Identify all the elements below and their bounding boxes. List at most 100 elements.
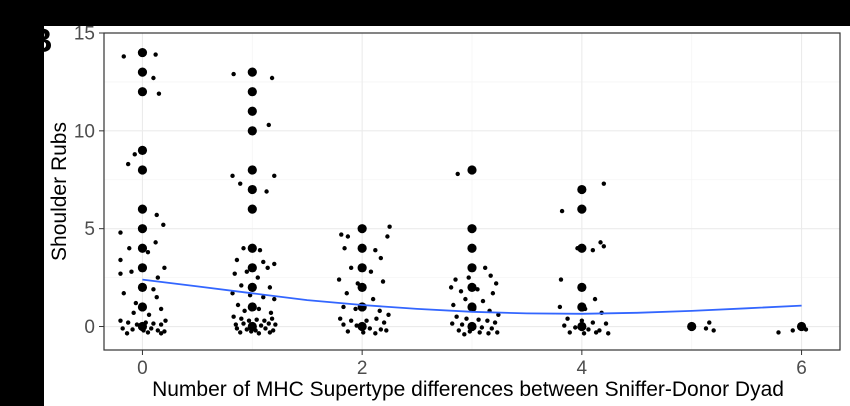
data-point <box>234 326 240 331</box>
left-black-band <box>0 0 44 406</box>
data-point <box>378 255 384 261</box>
data-point <box>244 327 250 332</box>
data-point <box>361 330 366 335</box>
data-point <box>272 296 277 302</box>
data-point <box>573 325 578 330</box>
data-point <box>377 308 382 314</box>
data-point <box>456 328 462 333</box>
data-point <box>264 189 269 194</box>
data-point <box>341 322 346 327</box>
data-point <box>163 318 168 323</box>
data-point <box>134 322 140 327</box>
data-point <box>582 306 588 312</box>
data-point-large <box>137 87 148 97</box>
data-point <box>231 314 236 319</box>
data-point <box>258 323 264 328</box>
data-point <box>490 291 496 296</box>
data-points <box>118 47 809 337</box>
data-point <box>154 294 159 300</box>
data-point-large <box>137 302 148 312</box>
data-point <box>368 269 374 274</box>
data-point-large <box>577 184 587 195</box>
data-point <box>592 296 598 302</box>
data-point-large <box>137 47 148 58</box>
data-point <box>601 244 607 249</box>
x-tick-label: 2 <box>357 358 368 379</box>
data-point <box>269 75 275 81</box>
data-point <box>495 330 500 335</box>
data-point <box>230 173 235 179</box>
data-point <box>467 329 473 334</box>
data-point <box>575 246 580 251</box>
y-tick-label: 0 <box>84 317 95 338</box>
data-point <box>162 265 167 271</box>
data-point <box>450 321 455 326</box>
data-point-large <box>357 243 367 253</box>
data-point-large <box>247 106 257 116</box>
data-point <box>268 310 274 316</box>
data-point <box>489 326 494 331</box>
data-point <box>707 320 712 325</box>
data-point <box>370 296 376 302</box>
data-point <box>266 122 271 128</box>
data-point <box>267 330 273 335</box>
data-point <box>562 323 567 328</box>
data-point <box>458 289 464 294</box>
data-point <box>256 331 262 336</box>
data-point <box>141 328 146 333</box>
smooth-line <box>142 278 802 315</box>
data-point <box>590 248 596 253</box>
data-point <box>471 306 477 312</box>
data-point <box>239 316 244 321</box>
data-point <box>151 321 156 326</box>
data-point <box>496 312 501 317</box>
data-point <box>272 261 277 267</box>
data-point <box>121 54 126 59</box>
data-point <box>558 277 564 282</box>
data-point <box>482 265 488 271</box>
data-point <box>339 232 344 237</box>
data-point <box>464 316 469 321</box>
data-point <box>476 317 481 322</box>
data-point <box>559 208 565 214</box>
data-point <box>367 326 373 331</box>
data-point <box>266 321 271 326</box>
data-point <box>336 277 342 282</box>
data-point <box>241 246 246 251</box>
data-point <box>272 173 277 179</box>
data-point <box>230 291 235 296</box>
data-point <box>606 331 611 336</box>
data-point <box>455 171 460 177</box>
data-point <box>345 234 351 239</box>
data-point-large <box>467 224 477 234</box>
data-point-large <box>137 165 148 175</box>
data-point <box>567 330 572 335</box>
data-point <box>385 234 390 239</box>
panel-label: B <box>28 22 53 60</box>
data-point-large <box>357 302 367 312</box>
x-axis-title: Number of MHC Supertype differences betw… <box>152 378 784 401</box>
data-point <box>250 322 255 327</box>
data-point-large <box>247 263 257 273</box>
data-point <box>154 212 159 218</box>
data-point-large <box>247 87 257 97</box>
data-point-large <box>137 224 148 234</box>
data-point <box>156 91 162 96</box>
data-point-large <box>247 302 257 312</box>
data-point-large <box>247 204 257 214</box>
data-point <box>380 279 386 284</box>
data-point <box>342 246 347 251</box>
data-point-large <box>137 282 148 292</box>
data-point <box>579 318 585 323</box>
data-point <box>155 275 161 280</box>
data-point <box>153 52 158 57</box>
data-point <box>598 240 603 245</box>
data-point-large <box>467 243 477 253</box>
data-point <box>149 326 154 331</box>
data-point <box>593 330 599 335</box>
data-point <box>386 312 391 317</box>
data-point <box>155 328 161 333</box>
y-tick-label: 5 <box>84 219 95 240</box>
data-point <box>270 328 276 333</box>
